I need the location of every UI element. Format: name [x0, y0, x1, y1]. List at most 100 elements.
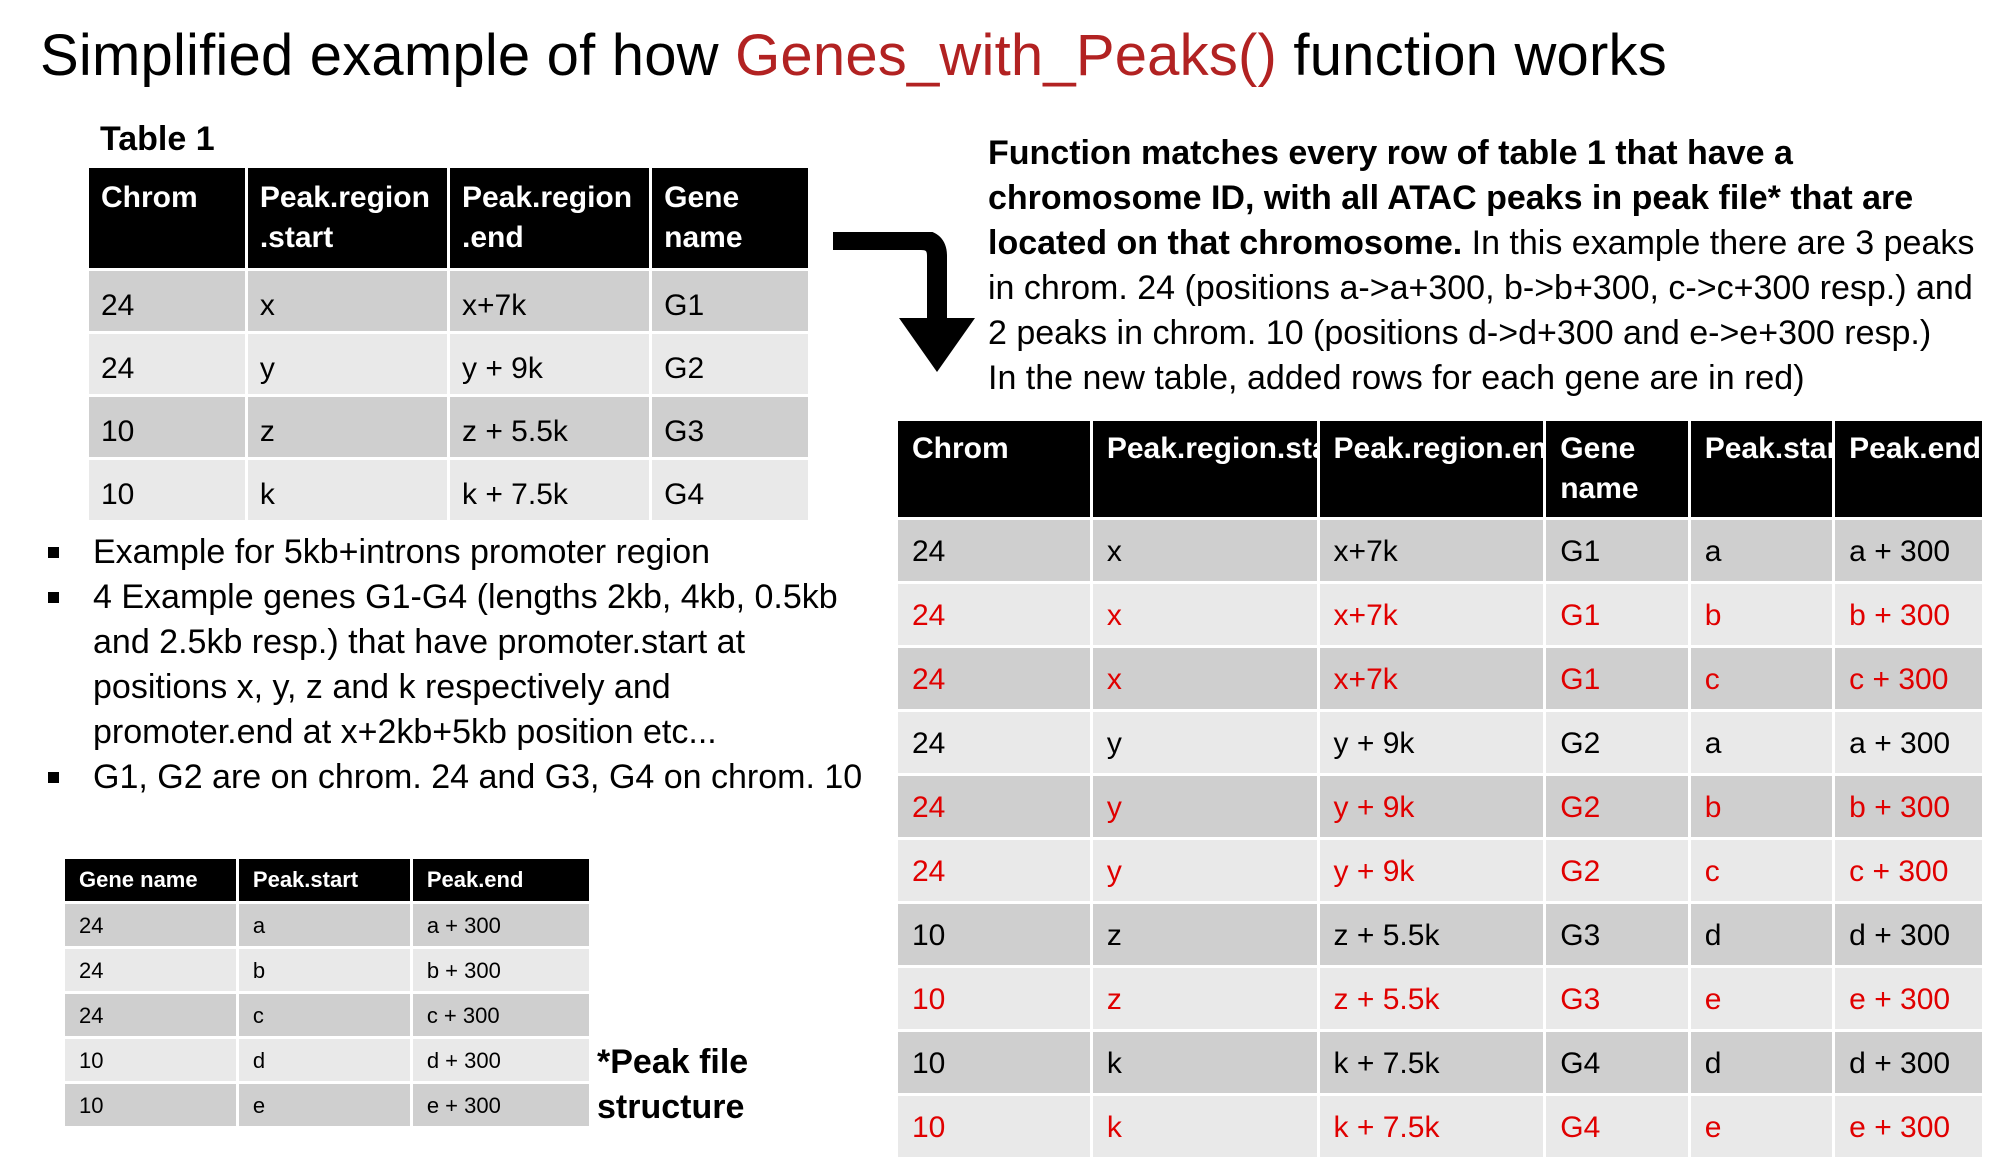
- table-cell: y + 9k: [1316, 773, 1547, 840]
- table-cell: G1: [1543, 645, 1691, 712]
- result-header-cell: Peak.region.start: [1089, 418, 1320, 520]
- table-cell: 10: [86, 394, 248, 460]
- table-cell: d + 300: [1832, 901, 1985, 968]
- table-cell: z: [1089, 965, 1320, 1032]
- table-row: 10 k k + 7.5k G4 d d + 300: [895, 1029, 1985, 1096]
- table-cell: d + 300: [409, 1036, 593, 1084]
- table-row: 24 x x+7k G1: [86, 268, 811, 334]
- table-cell: k: [1089, 1029, 1320, 1096]
- table-cell: z: [1089, 901, 1320, 968]
- table-cell: e: [235, 1081, 413, 1129]
- table-row: 10 d d + 300: [62, 1036, 593, 1084]
- table-cell: G1: [1543, 581, 1691, 648]
- table-row-added: 24 x x+7k G1 c c + 300: [895, 645, 1985, 712]
- table-cell: y: [1089, 773, 1320, 840]
- table-cell: k + 7.5k: [446, 457, 653, 523]
- table-row: 24 x x+7k G1 a a + 300: [895, 517, 1985, 584]
- table-row-added: 10 k k + 7.5k G4 e e + 300: [895, 1093, 1985, 1160]
- result-header-cell: Peak.region.end: [1316, 418, 1547, 520]
- result-header-cell: Gene name: [1543, 418, 1691, 520]
- table-cell: G3: [1543, 965, 1691, 1032]
- table-row: 24 y y + 9k G2 a a + 300: [895, 709, 1985, 776]
- table-cell: c + 300: [1832, 645, 1985, 712]
- table-cell: z: [244, 394, 450, 460]
- curved-down-arrow-icon: [833, 232, 975, 372]
- table-cell: z + 5.5k: [1316, 965, 1547, 1032]
- table-cell: y + 9k: [1316, 709, 1547, 776]
- result-header-cell: Peak.end: [1832, 418, 1985, 520]
- table-cell: 24: [86, 268, 248, 334]
- table1-header-cell: Peak.region .end: [446, 165, 653, 271]
- table-row: 24 b b + 300: [62, 946, 593, 994]
- table-cell: G2: [1543, 773, 1691, 840]
- table-cell: G2: [649, 331, 811, 397]
- table-cell: 10: [895, 901, 1093, 968]
- bullet-list: Example for 5kb+introns promoter region …: [48, 530, 878, 800]
- table-cell: d: [1687, 901, 1836, 968]
- table-cell: b + 300: [1832, 773, 1985, 840]
- peak-file-header-cell: Peak.end: [409, 856, 593, 904]
- table-cell: 24: [895, 517, 1093, 584]
- bullet-square-icon: [48, 772, 59, 783]
- table-cell: x: [1089, 645, 1320, 712]
- title-suffix: function works: [1277, 23, 1667, 88]
- table1: Chrom Peak.region .start Peak.region .en…: [86, 165, 811, 523]
- table-cell: b + 300: [409, 946, 593, 994]
- result-table: Chrom Peak.region.start Peak.region.end …: [895, 418, 1985, 1160]
- table-row: 10 z z + 5.5k G3: [86, 394, 811, 460]
- table-cell: 10: [895, 1029, 1093, 1096]
- bullet-item: 4 Example genes G1-G4 (lengths 2kb, 4kb,…: [48, 575, 878, 755]
- table-cell: 10: [62, 1036, 239, 1084]
- peak-file-header-cell: Peak.start: [235, 856, 413, 904]
- table-cell: x+7k: [1316, 645, 1547, 712]
- table-cell: z + 5.5k: [446, 394, 653, 460]
- table-cell: z + 5.5k: [1316, 901, 1547, 968]
- table-cell: a: [1687, 709, 1836, 776]
- table-cell: a: [1687, 517, 1836, 584]
- table-cell: k + 7.5k: [1316, 1029, 1547, 1096]
- bullet-text: G1, G2 are on chrom. 24 and G3, G4 on ch…: [93, 758, 863, 796]
- table-cell: c: [1687, 837, 1836, 904]
- table-row-added: 24 x x+7k G1 b b + 300: [895, 581, 1985, 648]
- table-cell: G2: [1543, 837, 1691, 904]
- table-cell: e + 300: [1832, 965, 1985, 1032]
- table-cell: 24: [62, 946, 239, 994]
- table-cell: G1: [1543, 517, 1691, 584]
- peak-file-header-cell: Gene name: [62, 856, 239, 904]
- table-row-added: 10 z z + 5.5k G3 e e + 300: [895, 965, 1985, 1032]
- table-cell: y: [1089, 837, 1320, 904]
- table-cell: e + 300: [409, 1081, 593, 1129]
- table-cell: G4: [649, 457, 811, 523]
- table-cell: 24: [86, 331, 248, 397]
- peak-file-caption: *Peak file structure: [597, 1043, 749, 1126]
- table-cell: 10: [62, 1081, 239, 1129]
- bullet-item: Example for 5kb+introns promoter region: [48, 530, 878, 575]
- result-header-row: Chrom Peak.region.start Peak.region.end …: [895, 418, 1985, 520]
- bullet-item: G1, G2 are on chrom. 24 and G3, G4 on ch…: [48, 755, 878, 800]
- table-row: 24 c c + 300: [62, 991, 593, 1039]
- title-function-name: Genes_with_Peaks(): [735, 23, 1278, 88]
- description-text: In this example there are 3 peaks in chr…: [988, 224, 1975, 352]
- table-cell: x+7k: [446, 268, 653, 334]
- table-row: 10 z z + 5.5k G3 d d + 300: [895, 901, 1985, 968]
- table-row-added: 24 y y + 9k G2 c c + 300: [895, 837, 1985, 904]
- title-prefix: Simplified example of how: [40, 23, 736, 88]
- table-cell: b + 300: [1832, 581, 1985, 648]
- table-cell: b: [235, 946, 413, 994]
- table1-header-cell: Gene name: [649, 165, 811, 271]
- table-cell: a: [235, 901, 413, 949]
- bullet-square-icon: [48, 592, 59, 603]
- table-cell: a + 300: [1832, 517, 1985, 584]
- table-cell: d: [1687, 1029, 1836, 1096]
- table-cell: y: [244, 331, 450, 397]
- table-cell: a + 300: [409, 901, 593, 949]
- result-header-cell: Chrom: [895, 418, 1093, 520]
- description-note: In the new table, added rows for each ge…: [988, 359, 1805, 397]
- table-cell: d + 300: [1832, 1029, 1985, 1096]
- bullet-square-icon: [48, 547, 59, 558]
- table1-header-cell: Peak.region .start: [244, 165, 450, 271]
- table1-header-row: Chrom Peak.region .start Peak.region .en…: [86, 165, 811, 271]
- table-row: 24 y y + 9k G2: [86, 331, 811, 397]
- table-cell: 10: [895, 965, 1093, 1032]
- table-cell: y + 9k: [1316, 837, 1547, 904]
